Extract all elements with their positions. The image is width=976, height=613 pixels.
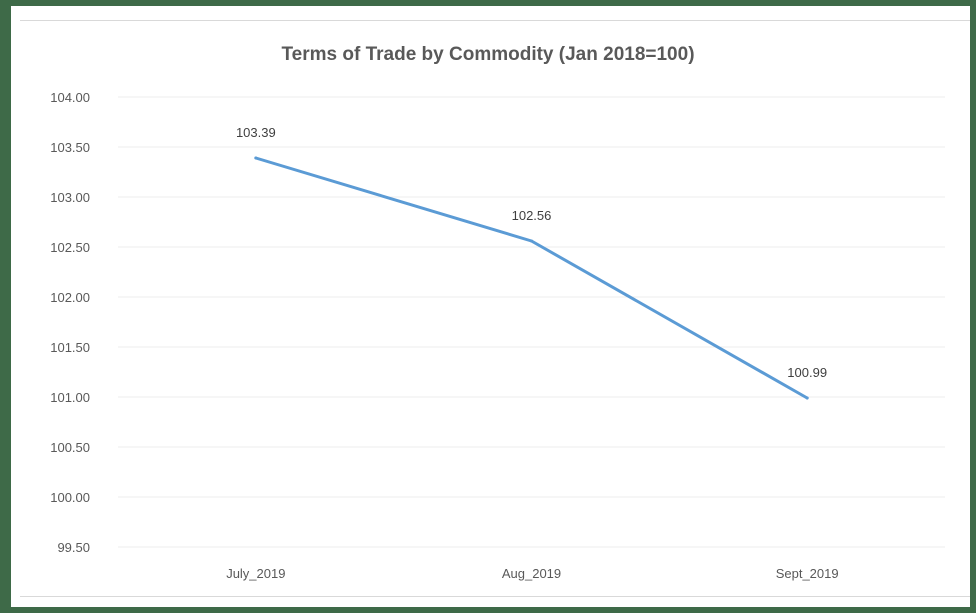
y-tick-label: 103.00	[50, 190, 90, 205]
y-tick-label: 99.50	[57, 540, 90, 555]
chart-area-bottom-border	[20, 596, 970, 597]
x-tick-label: Aug_2019	[502, 566, 561, 581]
y-tick-label: 101.00	[50, 390, 90, 405]
data-point	[254, 156, 258, 160]
data-label: 103.39	[236, 125, 276, 140]
series-group	[254, 156, 809, 400]
y-tick-label: 100.50	[50, 440, 90, 455]
y-tick-label: 104.00	[50, 90, 90, 105]
gridlines	[118, 96, 945, 548]
y-tick-label: 103.50	[50, 140, 90, 155]
y-tick-label: 102.50	[50, 240, 90, 255]
data-point	[530, 239, 533, 243]
data-labels: 103.39 102.56 100.99	[236, 125, 827, 380]
series-line	[254, 156, 809, 400]
chart-area-top-border	[20, 20, 970, 21]
data-label: 102.56	[512, 208, 552, 223]
y-tick-label: 100.00	[50, 490, 90, 505]
y-tick-label: 102.00	[50, 290, 90, 305]
x-tick-label: July_2019	[226, 566, 285, 581]
x-tick-label: Sept_2019	[776, 566, 839, 581]
y-axis: 104.00 103.50 103.00 102.50 102.00 101.50 101.…	[50, 90, 90, 555]
data-point	[805, 396, 809, 400]
x-axis: July_2019 Aug_2019 Sept_2019	[226, 566, 838, 581]
y-tick-label: 101.50	[50, 340, 90, 355]
chart-title: Terms of Trade by Commodity (Jan 2018=10…	[281, 44, 695, 65]
data-label: 100.99	[787, 365, 827, 380]
